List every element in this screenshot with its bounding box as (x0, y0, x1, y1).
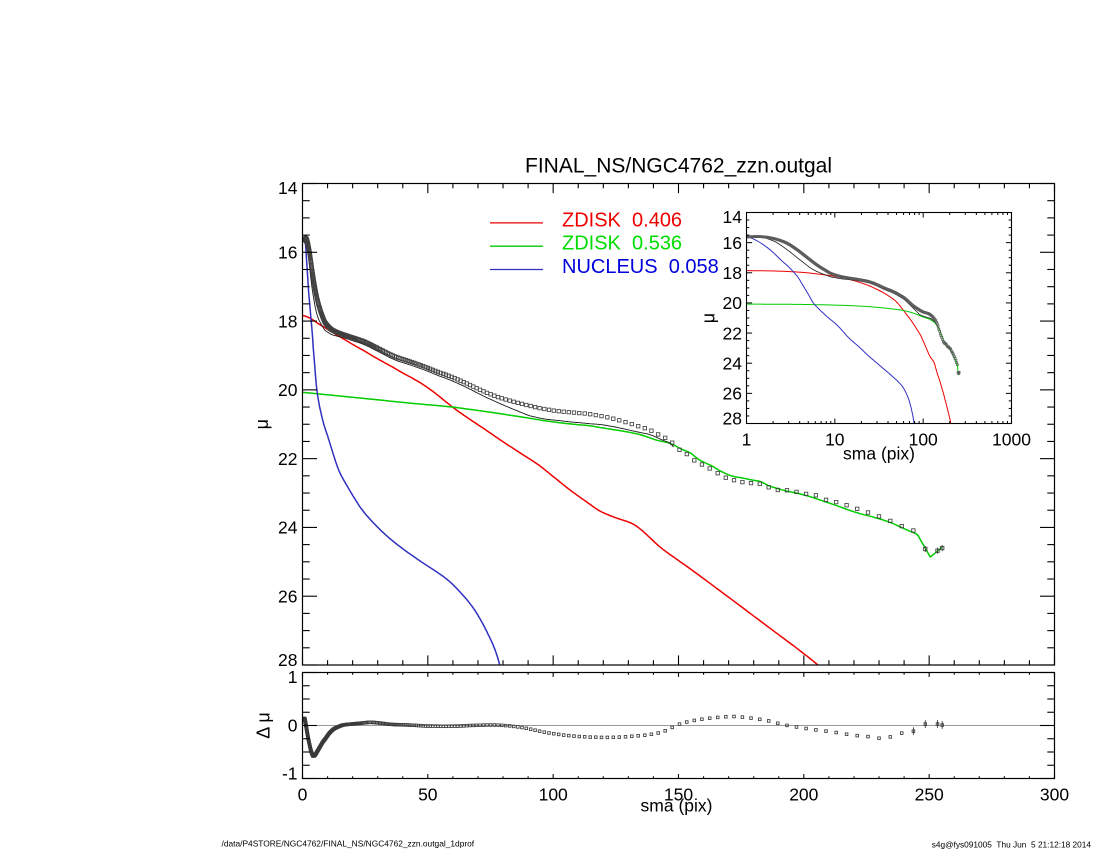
svg-text:/data/P4STORE/NGC4762/FINAL_NS: /data/P4STORE/NGC4762/FINAL_NS/NGC4762_z… (222, 839, 475, 849)
svg-text:100: 100 (909, 430, 938, 450)
svg-text:NUCLEUS 0.058: NUCLEUS 0.058 (562, 256, 719, 278)
svg-text:26: 26 (723, 384, 742, 404)
svg-text:200: 200 (789, 785, 818, 805)
svg-text:50: 50 (418, 785, 438, 805)
svg-text:20: 20 (278, 380, 298, 400)
svg-text:0: 0 (298, 785, 308, 805)
svg-text:24: 24 (278, 518, 298, 538)
svg-text:14: 14 (278, 178, 298, 198)
svg-text:22: 22 (278, 449, 297, 469)
svg-text:ZDISK 0.536: ZDISK 0.536 (562, 233, 682, 255)
svg-text:μ: μ (252, 419, 272, 429)
svg-text:ZDISK 0.406: ZDISK 0.406 (562, 209, 682, 231)
svg-text:1: 1 (288, 667, 298, 687)
svg-text:20: 20 (723, 293, 743, 313)
svg-text:16: 16 (278, 243, 297, 263)
svg-text:24: 24 (723, 353, 743, 373)
svg-text:10: 10 (825, 430, 845, 450)
svg-text:18: 18 (723, 263, 742, 283)
svg-text:1000: 1000 (992, 430, 1031, 450)
svg-text:28: 28 (723, 409, 742, 429)
svg-text:22: 22 (723, 323, 742, 343)
svg-text:1: 1 (742, 430, 752, 450)
svg-text:sma (pix): sma (pix) (641, 796, 713, 816)
svg-text:0: 0 (288, 716, 298, 736)
svg-text:16: 16 (723, 233, 742, 253)
svg-text:Δ μ: Δ μ (254, 712, 274, 738)
svg-text:14: 14 (723, 207, 743, 227)
svg-text:26: 26 (278, 586, 297, 606)
svg-text:18: 18 (278, 311, 297, 331)
svg-text:300: 300 (1040, 785, 1069, 805)
svg-text:250: 250 (915, 785, 944, 805)
svg-text:μ: μ (699, 313, 719, 323)
svg-text:s4g@fys091005 Thu Jun 5 21:1: s4g@fys091005 Thu Jun 5 21:12:18 2014 (932, 840, 1092, 850)
svg-text:sma (pix): sma (pix) (843, 444, 915, 464)
svg-text:100: 100 (539, 785, 568, 805)
svg-text:FINAL_NS/NGC4762_zzn.outgal: FINAL_NS/NGC4762_zzn.outgal (525, 155, 832, 178)
svg-text:28: 28 (278, 650, 297, 670)
svg-text:150: 150 (664, 785, 693, 805)
svg-text:-1: -1 (282, 764, 298, 784)
